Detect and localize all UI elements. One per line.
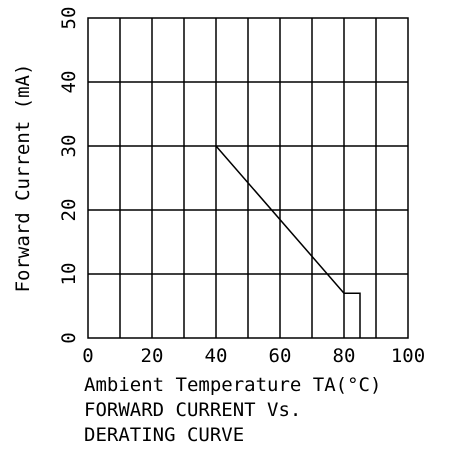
- x-tick-label: 0: [82, 345, 93, 367]
- x-tick-label: 20: [141, 345, 164, 367]
- grid-layer: [88, 18, 408, 338]
- y-tick-label: 0: [58, 332, 80, 343]
- x-tick-labels: 0 20 40 60 80 100: [82, 345, 425, 367]
- y-axis-label: Forward Current (mA): [12, 64, 34, 293]
- y-tick-label: 40: [58, 71, 80, 94]
- derating-curve-line: [215, 145, 361, 338]
- chart-title-line-2: DERATING CURVE: [84, 424, 244, 446]
- x-tick-label: 40: [205, 345, 228, 367]
- y-tick-label: 30: [58, 135, 80, 158]
- y-tick-label: 10: [58, 263, 80, 286]
- y-tick-label: 20: [58, 199, 80, 222]
- x-axis-label: Ambient Temperature TA(°C): [84, 374, 381, 396]
- y-tick-label: 50: [58, 7, 80, 30]
- plot-frame: [87, 17, 409, 339]
- chart-title-line-1: FORWARD CURRENT Vs.: [84, 399, 301, 421]
- x-tick-label: 60: [269, 345, 292, 367]
- curve-layer: [215, 145, 361, 338]
- y-tick-labels: 0 10 20 30 40 50: [58, 7, 80, 344]
- x-tick-label: 80: [333, 345, 356, 367]
- x-tick-label: 100: [391, 345, 425, 367]
